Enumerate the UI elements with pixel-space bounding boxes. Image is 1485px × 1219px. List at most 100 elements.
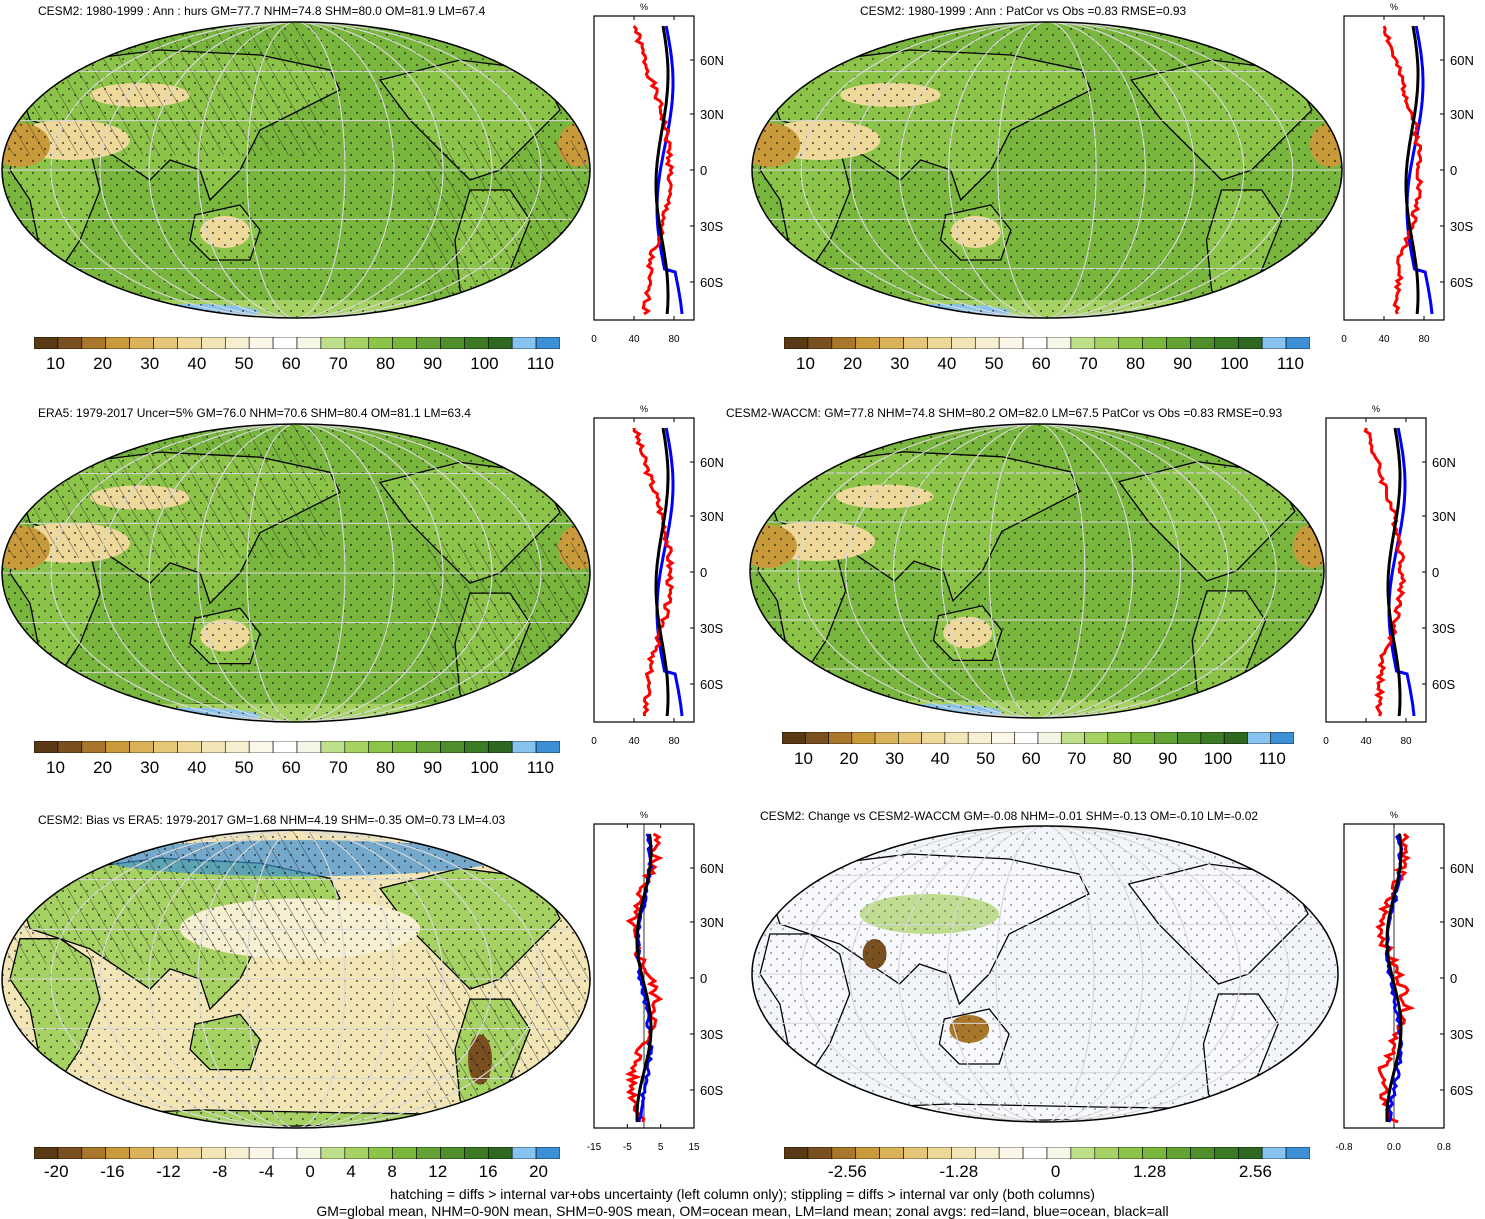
colorbar-label: 80 <box>375 354 395 373</box>
lat-tick-label: 30N <box>700 915 724 930</box>
x-tick-label: 80 <box>668 736 680 747</box>
colorbar-label: 16 <box>478 1162 498 1181</box>
colorbar-swatch <box>344 741 370 753</box>
colorbar-label: 40 <box>187 354 207 373</box>
x-tick-label: 0.0 <box>1387 1142 1401 1153</box>
zonal-frame <box>1343 15 1445 321</box>
colorbar-swatch <box>105 337 130 349</box>
colorbar-swatch <box>807 1147 833 1159</box>
lat-tick-label: 60S <box>700 1083 723 1098</box>
colorbar-label: 50 <box>984 354 1004 373</box>
colorbar-swatch <box>440 1147 465 1159</box>
colorbar-label: 12 <box>428 1162 448 1181</box>
colorbar-swatch <box>153 337 178 349</box>
colorbar-label: 30 <box>890 354 910 373</box>
colorbar-labels-4: 10 20 30 40 50 60 70 80 90 100 110 <box>794 749 1286 769</box>
lat-tick-label: 0 <box>1432 565 1439 580</box>
land-zonal-line <box>1363 427 1407 717</box>
meridian-line <box>940 424 1134 718</box>
hatching <box>2 22 326 155</box>
colorbar-swatch <box>57 741 83 753</box>
map-panel-4 <box>749 423 1325 719</box>
colorbar-swatch <box>392 741 417 753</box>
meridian-line <box>148 830 444 1128</box>
colorbar-swatch <box>998 1147 1024 1159</box>
lat-tick-label: 30S <box>1432 621 1455 636</box>
colorbar-swatch <box>1094 337 1120 349</box>
ocean-zonal-line <box>1405 25 1434 315</box>
colorbar-label: 110 <box>526 354 554 373</box>
colorbar-swatch <box>535 1147 560 1159</box>
map-border <box>751 825 1339 1123</box>
colorbar-label: 20 <box>839 749 859 768</box>
colorbar-swatch <box>392 337 417 349</box>
colorbar-label: 4 <box>346 1162 356 1181</box>
zonal-unit-label: % <box>640 2 648 12</box>
x-tick-label: 40 <box>628 736 640 747</box>
panel-title-6: CESM2: Change vs CESM2-WACCM GM=-0.08 NH… <box>760 809 1259 823</box>
colorbar-swatch <box>1118 337 1143 349</box>
colorbar-swatch <box>1070 337 1096 349</box>
map-panel-5 <box>1 829 591 1129</box>
meridian-line <box>800 22 1294 318</box>
meridian-line <box>946 826 1144 1122</box>
lat-tick-label: 30N <box>700 509 724 524</box>
colorbar-swatch <box>34 1147 59 1159</box>
all-zonal-line <box>654 427 670 717</box>
meridian-line <box>246 22 346 318</box>
colorbar-swatch <box>1190 1147 1215 1159</box>
colorbar-label: 110 <box>1258 749 1286 768</box>
colorbar-swatch <box>105 741 130 753</box>
colorbar-label: 20 <box>93 354 113 373</box>
x-tick-label: 0 <box>1323 736 1329 747</box>
colorbar-swatch <box>224 1147 250 1159</box>
colorbar-swatch <box>1247 732 1272 744</box>
lat-tick-label: 30N <box>1432 509 1456 524</box>
zonal-unit-label: % <box>1390 2 1398 12</box>
meridian-line <box>197 22 395 318</box>
land-zonal-line <box>624 832 664 1123</box>
colorbar-swatch <box>784 1147 809 1159</box>
zonal-unit-label: % <box>1372 404 1380 414</box>
zonal-mean-plot-5: % 60N 30N 0 30S 60S -15 -5 5 15 <box>587 810 724 1153</box>
colorbar-label: 60 <box>1031 354 1051 373</box>
colorbar-swatch <box>320 741 346 753</box>
lat-tick-label: 60S <box>1432 677 1455 692</box>
meridian-line <box>948 22 1146 318</box>
meridian-line <box>50 830 542 1128</box>
colorbar-swatch <box>81 741 107 753</box>
colorbar-swatch <box>487 741 513 753</box>
colorbar-swatch <box>1200 732 1225 744</box>
colorbar-label: -12 <box>156 1162 181 1181</box>
colorbar-swatch <box>1270 732 1294 744</box>
colorbar-swatch <box>828 732 853 744</box>
lat-tick-label: 60S <box>1450 275 1473 290</box>
colorbar-label: 10 <box>794 749 813 768</box>
map-border <box>1 423 591 723</box>
colorbar-swatch <box>1154 732 1178 744</box>
hatching <box>2 830 326 964</box>
all-zonal-line <box>635 833 653 1123</box>
x-tick-label: 0.8 <box>1437 1142 1451 1153</box>
colorbar-swatch <box>1060 732 1085 744</box>
colorbar-label: 70 <box>328 354 348 373</box>
panel-title-1: CESM2: 1980-1999 : Ann : hurs GM=77.7 NH… <box>38 4 486 18</box>
colorbar-swatch <box>296 741 322 753</box>
lat-tick-label: 30N <box>1450 915 1474 930</box>
colorbar-swatch <box>784 337 809 349</box>
colorbar-swatch <box>1237 337 1263 349</box>
colorbar-label: 40 <box>187 758 207 777</box>
all-zonal-line <box>654 25 670 315</box>
colorbar-swatch <box>831 337 857 349</box>
colorbar-label: -20 <box>44 1162 69 1181</box>
colorbar-label: 2.56 <box>1238 1162 1272 1181</box>
zonal-mean-plot-2: % 60N 30N 0 30S 60S 0 40 80 <box>1341 2 1474 345</box>
colorbar-swatch <box>272 741 298 753</box>
meridian-line <box>99 22 493 318</box>
colorbar-label: 20 <box>843 354 863 373</box>
colorbar-label: 50 <box>234 758 254 777</box>
colorbar-swatch <box>440 741 465 753</box>
meridian-line <box>50 424 542 722</box>
meridian-line <box>995 826 1095 1122</box>
colorbar-swatch <box>1142 1147 1167 1159</box>
